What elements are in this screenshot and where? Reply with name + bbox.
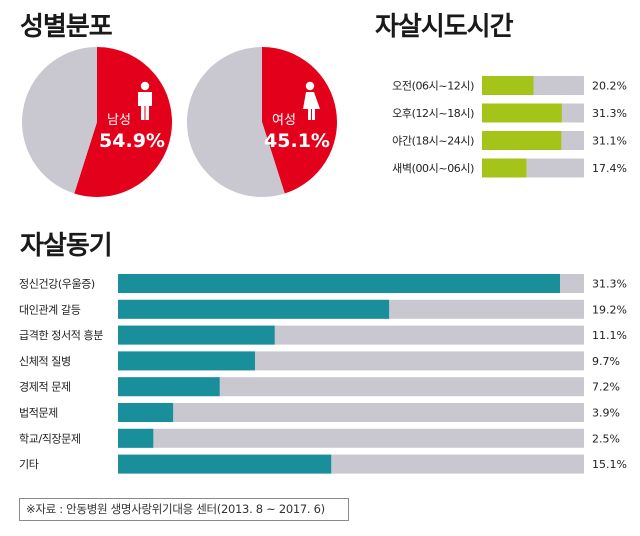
time-bar (482, 131, 562, 150)
time-value-label: 17.4% (592, 162, 627, 175)
motive-value-label: 15.1% (592, 458, 627, 471)
motive-bar (118, 274, 560, 293)
motive-category-label: 대인관계 갈등 (19, 302, 81, 316)
motive-title: 자살동기 (20, 231, 113, 261)
motive-value-label: 31.3% (592, 278, 627, 291)
motive-category-label: 급격한 정서적 흥분 (19, 328, 103, 342)
male-person-icon (138, 92, 152, 120)
time-value-label: 20.2% (592, 80, 627, 93)
pie2-slice-2 (186, 46, 285, 198)
motive-category-label: 법적문제 (19, 407, 58, 420)
pie1-label: 남성 (107, 113, 131, 128)
motive-value-label: 2.5% (592, 432, 620, 445)
pie1-slice-2 (22, 47, 97, 194)
motive-category-label: 신체적 질병 (19, 355, 71, 368)
time-category-label: 야간(18시~24시) (392, 135, 474, 148)
time-bar (482, 76, 534, 95)
pie2-slice-1 (262, 47, 337, 194)
time-value-label: 31.3% (592, 107, 627, 120)
time-bar (482, 158, 527, 178)
motive-bar (118, 403, 174, 422)
motive-category-label: 기타 (19, 458, 39, 471)
motive-category-label: 정신건강(우울증) (19, 278, 95, 291)
motive-category-label: 경제적 문제 (19, 381, 71, 394)
motive-value-label: 7.2% (592, 381, 620, 394)
motive-bar (118, 325, 275, 345)
motive-value-label: 11.1% (592, 329, 627, 342)
time-category-label: 오전(06시~12시) (392, 80, 474, 93)
time-bar (482, 103, 562, 123)
source-note: ※자료 : 안동병원 생명사랑위기대응 센터(2013. 8 ~ 2017. 6… (19, 498, 349, 521)
time-value-label: 31.1% (592, 135, 627, 148)
gender-title: 성별분포 (20, 12, 113, 42)
motive-value-label: 9.7% (592, 355, 620, 368)
pie1-value-label: 54.9% (99, 130, 165, 152)
pie2-value-label: 45.1% (264, 130, 330, 152)
time-category-label: 오후(12시~18시) (392, 107, 474, 120)
motive-value-label: 3.9% (592, 407, 620, 420)
pie2-label: 여성 (272, 113, 296, 128)
motive-bar-track (118, 403, 584, 422)
motive-bar (118, 351, 255, 371)
motive-bar-track (118, 377, 584, 397)
female-person-icon (303, 92, 320, 120)
time-title: 자살시도시간 (375, 12, 514, 42)
motive-value-label: 19.2% (592, 303, 627, 316)
motive-bar-track (118, 428, 584, 448)
motive-category-label: 학교/직장문제 (19, 432, 81, 445)
motive-bar (118, 428, 154, 448)
motive-bar (118, 377, 220, 397)
female-person-icon (305, 81, 315, 91)
male-person-icon (140, 81, 150, 91)
time-category-label: 새벽(00시~06시) (392, 162, 474, 175)
motive-bar (118, 454, 332, 474)
motive-bar (118, 299, 390, 319)
